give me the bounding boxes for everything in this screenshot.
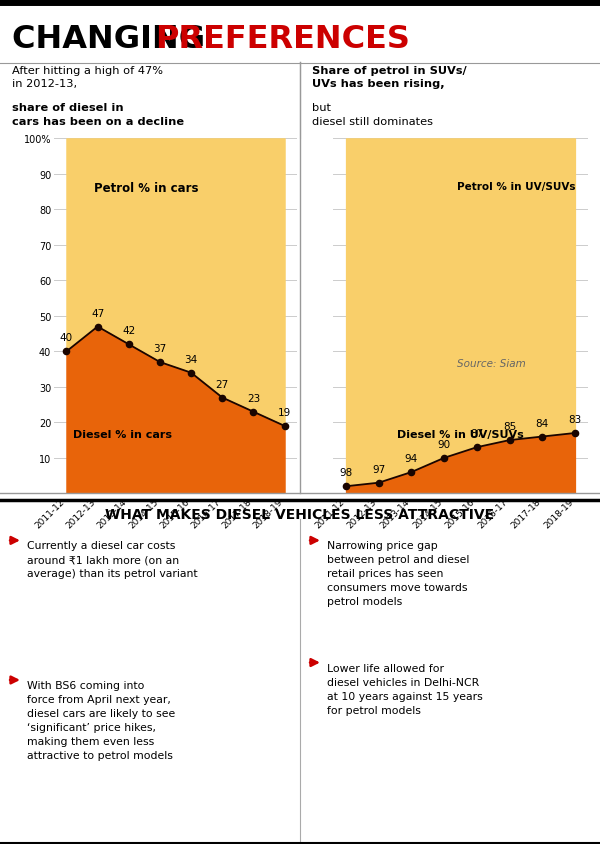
Text: With BS6 coming into
force from April next year,
diesel cars are likely to see
‘: With BS6 coming into force from April ne… (27, 680, 175, 760)
Point (186, 366, 196, 380)
Text: but
diesel still dominates: but diesel still dominates (312, 103, 433, 127)
Text: 37: 37 (153, 344, 167, 354)
Text: 27: 27 (215, 379, 229, 389)
Text: 90: 90 (437, 440, 451, 449)
Point (155, 356, 165, 370)
Point (374, 476, 383, 490)
Text: 42: 42 (122, 326, 136, 336)
Point (124, 338, 134, 352)
Text: Petrol % in cars: Petrol % in cars (94, 181, 199, 195)
Text: 23: 23 (247, 393, 260, 403)
Text: Share of petrol in SUVs/
UVs has been rising,: Share of petrol in SUVs/ UVs has been ri… (312, 66, 467, 89)
Text: 40: 40 (60, 333, 73, 343)
Text: share of diesel in
cars has been on a decline: share of diesel in cars has been on a de… (12, 103, 184, 127)
Text: 94: 94 (405, 453, 418, 463)
Point (62, 345, 71, 359)
Text: Petrol % in UV/SUVs: Petrol % in UV/SUVs (457, 181, 576, 192)
Point (217, 392, 227, 405)
Text: Diesel % in cars: Diesel % in cars (73, 430, 172, 440)
Point (280, 419, 289, 433)
Text: 97: 97 (372, 464, 385, 474)
Text: WHAT MAKES DIESEL VEHICLES LESS ATTRACTIVE: WHAT MAKES DIESEL VEHICLES LESS ATTRACTI… (106, 507, 494, 522)
Text: Currently a diesel car costs
around ₹1 lakh more (on an
average) than its petrol: Currently a diesel car costs around ₹1 l… (27, 541, 197, 579)
Text: 47: 47 (91, 308, 104, 318)
Point (407, 466, 416, 479)
Text: Narrowing price gap
between petrol and diesel
retail prices has seen
consumers m: Narrowing price gap between petrol and d… (327, 541, 469, 607)
Point (439, 452, 449, 465)
Text: 19: 19 (278, 408, 291, 418)
Point (93, 321, 103, 334)
Text: 34: 34 (184, 354, 198, 365)
Text: 87: 87 (470, 429, 484, 439)
Point (570, 427, 580, 441)
Point (538, 430, 547, 444)
Text: Diesel % in UV/SUVs: Diesel % in UV/SUVs (397, 430, 524, 440)
Text: Lower life allowed for
diesel vehicles in Delhi-NCR
at 10 years against 15 years: Lower life allowed for diesel vehicles i… (327, 663, 483, 715)
Point (472, 441, 482, 454)
Text: 98: 98 (340, 468, 353, 478)
Text: Source: Siam: Source: Siam (457, 359, 526, 369)
Point (248, 405, 258, 419)
Text: 85: 85 (503, 422, 516, 431)
Text: PREFERENCES: PREFERENCES (155, 24, 410, 55)
Text: CHANGING: CHANGING (12, 24, 216, 55)
Text: After hitting a high of 47%
in 2012-13,: After hitting a high of 47% in 2012-13, (12, 66, 163, 89)
Point (341, 480, 351, 494)
Text: 83: 83 (568, 414, 581, 425)
Text: 84: 84 (536, 418, 549, 428)
Point (505, 434, 514, 447)
